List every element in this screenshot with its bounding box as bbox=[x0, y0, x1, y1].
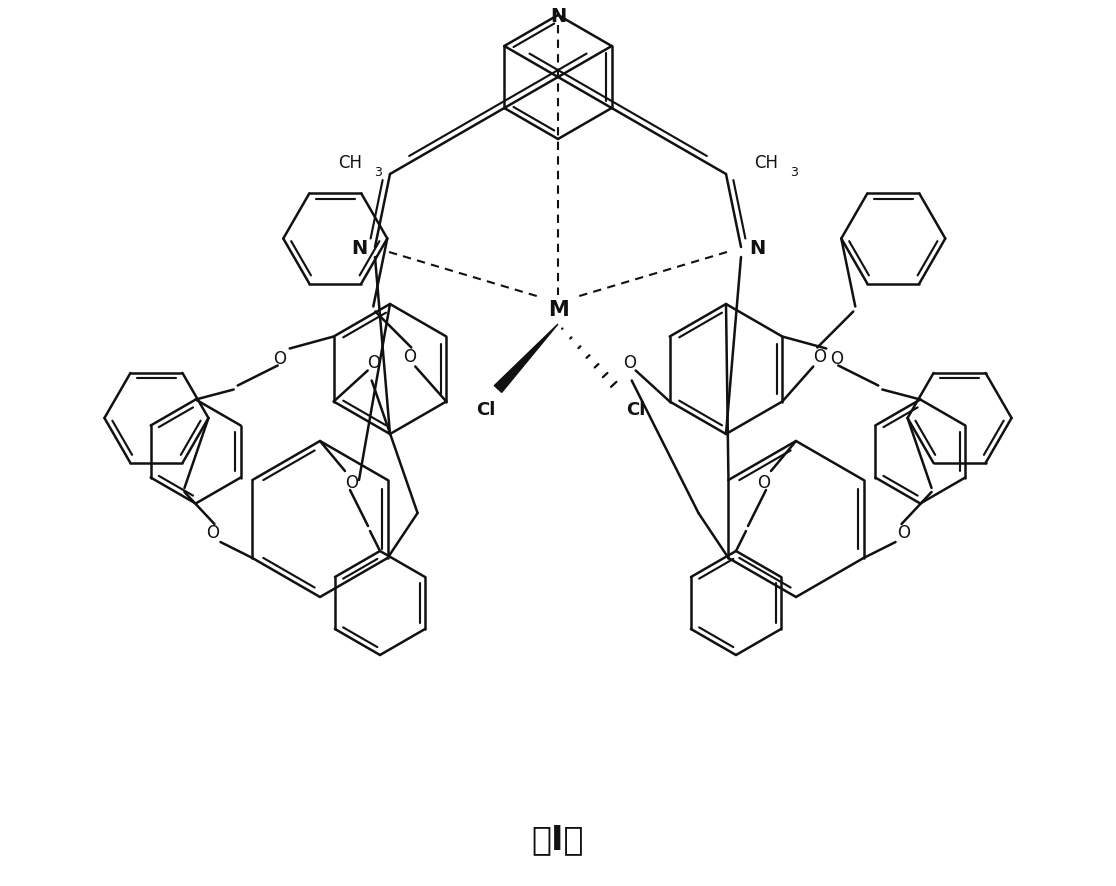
Text: Cl: Cl bbox=[477, 400, 496, 418]
Text: O: O bbox=[897, 524, 910, 541]
Text: O: O bbox=[758, 473, 770, 492]
Text: O: O bbox=[403, 347, 416, 365]
Text: M: M bbox=[548, 299, 568, 320]
Text: O: O bbox=[623, 354, 636, 371]
Text: N: N bbox=[550, 6, 566, 26]
Text: O: O bbox=[346, 473, 358, 492]
Text: O: O bbox=[812, 347, 826, 365]
Text: 3: 3 bbox=[790, 166, 798, 178]
Text: N: N bbox=[350, 238, 367, 257]
Text: Cl: Cl bbox=[626, 400, 646, 418]
Text: CH: CH bbox=[754, 154, 778, 172]
Text: O: O bbox=[273, 349, 286, 367]
Text: O: O bbox=[367, 354, 381, 371]
Text: O: O bbox=[206, 524, 219, 541]
Text: 3: 3 bbox=[374, 166, 382, 178]
Text: N: N bbox=[749, 238, 766, 257]
Text: O: O bbox=[830, 349, 843, 367]
Polygon shape bbox=[494, 324, 558, 393]
Text: （I）: （I） bbox=[531, 822, 585, 856]
Text: CH: CH bbox=[338, 154, 362, 172]
